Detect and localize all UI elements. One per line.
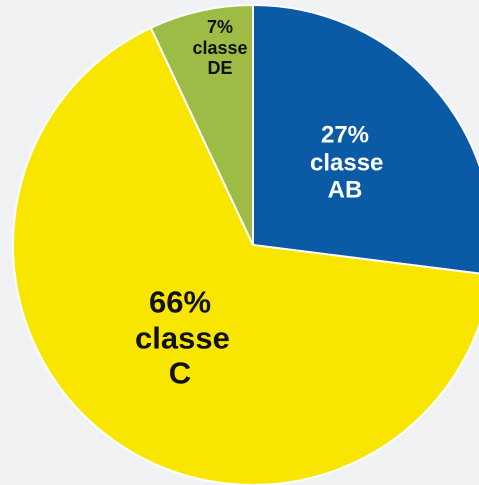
category-label: classe DE bbox=[192, 37, 248, 79]
pie-slice bbox=[12, 26, 479, 485]
slice-label: 66% classe C bbox=[135, 284, 230, 392]
pie-slice bbox=[252, 3, 479, 275]
category-label: classe C bbox=[135, 320, 230, 391]
slice-label: 7% classe DE bbox=[192, 17, 248, 79]
category-label: classe AB bbox=[310, 149, 384, 204]
slice-label: 27% classe AB bbox=[310, 121, 384, 205]
value-label: 7% bbox=[206, 16, 233, 37]
value-label: 27% bbox=[320, 121, 370, 149]
pie-slice bbox=[149, 3, 254, 246]
value-label: 66% bbox=[148, 284, 212, 320]
